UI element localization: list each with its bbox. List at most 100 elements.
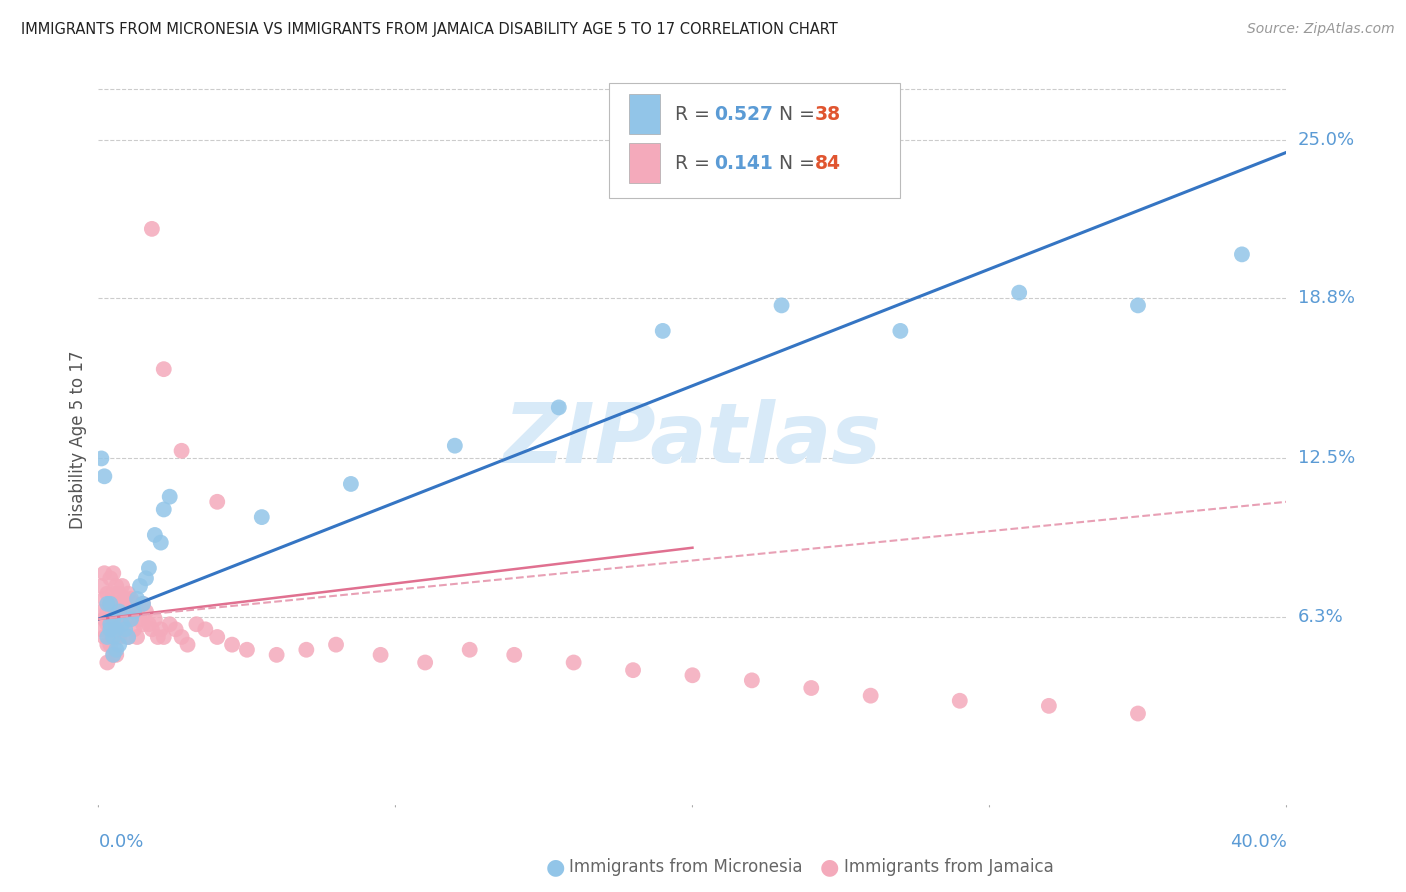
Point [205,630,228,644]
Point [98,617,121,632]
Point [98,597,121,611]
Text: 25.0%: 25.0% [1298,130,1355,149]
FancyBboxPatch shape [630,143,661,183]
Text: 38: 38 [815,105,841,124]
Point [562,656,585,670]
Point [443,439,465,453]
Point [143,612,166,626]
Point [681,668,703,682]
Point [93,469,115,483]
FancyBboxPatch shape [630,95,661,135]
Point [98,571,121,585]
Point [170,630,193,644]
Point [1008,285,1031,300]
Text: 40.0%: 40.0% [1230,833,1286,851]
Point [103,648,125,662]
Point [503,648,526,662]
Text: 0.0%: 0.0% [98,833,143,851]
Point [949,694,972,708]
Point [547,401,569,415]
Point [122,597,145,611]
Point [170,443,193,458]
Point [90,623,112,637]
Point [90,451,112,466]
Point [103,630,125,644]
Point [165,623,187,637]
Point [90,605,112,619]
Point [108,605,131,619]
Point [889,324,911,338]
Y-axis label: Disability Age 5 to 17: Disability Age 5 to 17 [69,350,87,529]
Text: N =: N = [779,153,821,172]
Point [93,566,115,581]
Point [413,656,436,670]
Point [152,630,174,644]
Text: ZIPatlas: ZIPatlas [503,399,882,480]
Point [221,638,243,652]
Point [159,617,181,632]
Point [105,648,128,662]
Point [651,324,673,338]
Text: N =: N = [779,105,821,124]
Point [93,591,115,606]
Point [132,617,155,632]
Point [117,605,139,619]
Point [159,490,181,504]
Text: R =: R = [675,153,721,172]
Text: 18.8%: 18.8% [1298,289,1354,307]
Point [621,663,644,677]
Point [114,612,136,626]
Point [105,612,128,626]
Point [859,689,882,703]
Point [1230,247,1253,261]
Point [103,648,125,662]
Point [105,623,128,637]
Point [105,630,128,644]
Point [103,630,125,644]
Point [111,597,134,611]
Point [96,656,118,670]
Text: 84: 84 [815,153,841,172]
Text: IMMIGRANTS FROM MICRONESIA VS IMMIGRANTS FROM JAMAICA DISABILITY AGE 5 TO 17 COR: IMMIGRANTS FROM MICRONESIA VS IMMIGRANTS… [21,22,838,37]
Point [105,579,128,593]
Text: ●: ● [820,857,839,877]
Point [132,597,155,611]
Point [111,579,134,593]
Point [103,566,125,581]
Point [111,617,134,632]
Point [98,638,121,652]
Text: R =: R = [675,105,716,124]
Point [108,638,131,652]
Point [143,528,166,542]
Point [98,597,121,611]
Point [103,587,125,601]
Point [132,597,155,611]
Point [125,605,148,619]
Text: Immigrants from Micronesia: Immigrants from Micronesia [569,858,803,876]
Point [90,579,112,593]
Point [770,298,793,312]
Point [138,561,160,575]
Point [146,630,169,644]
Point [149,623,172,637]
Point [105,597,128,611]
Point [152,502,174,516]
Point [108,605,131,619]
Point [141,623,163,637]
Point [96,630,118,644]
Point [114,623,136,637]
Point [114,591,136,606]
Point [120,612,142,626]
Point [138,617,160,632]
Text: ●: ● [546,857,565,877]
Point [1038,698,1060,713]
Text: 12.5%: 12.5% [1298,450,1355,467]
Point [122,623,145,637]
Point [186,617,208,632]
Point [295,642,318,657]
Point [1126,298,1149,312]
Point [458,642,481,657]
Point [120,612,142,626]
Point [98,623,121,637]
Point [117,630,139,644]
